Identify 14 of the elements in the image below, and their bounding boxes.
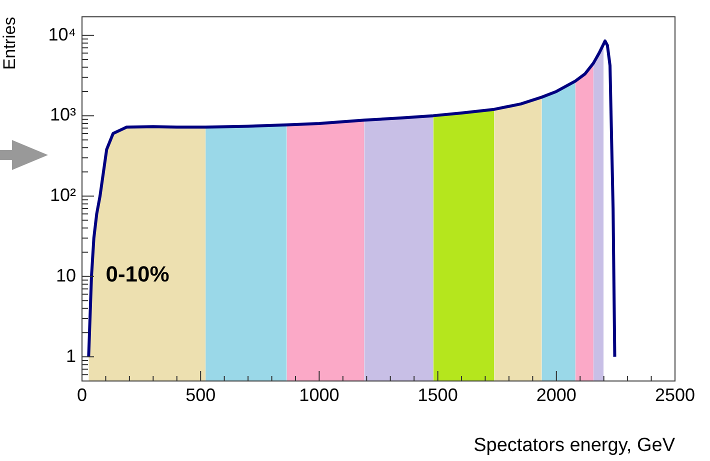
y-tick-label: 1 — [66, 346, 76, 366]
x-tick-label: 1500 — [418, 384, 458, 405]
y-tick-label: 10³ — [50, 104, 76, 125]
y-tick-label: 10 — [56, 265, 76, 286]
x-tick-label: 2000 — [536, 384, 576, 405]
y-axis-title: Entries — [0, 16, 19, 70]
x-tick-label: 500 — [186, 384, 216, 405]
x-axis-title: Spectators energy, GeV — [474, 434, 676, 456]
y-tick-label: 10² — [50, 185, 76, 206]
annotation: 0-10% — [106, 261, 170, 286]
x-tick-label: 0 — [76, 384, 88, 405]
y-tick-label: 10⁴ — [48, 24, 76, 44]
x-tick-label: 1000 — [299, 384, 340, 405]
x-tick-label: 2500 — [654, 384, 696, 405]
